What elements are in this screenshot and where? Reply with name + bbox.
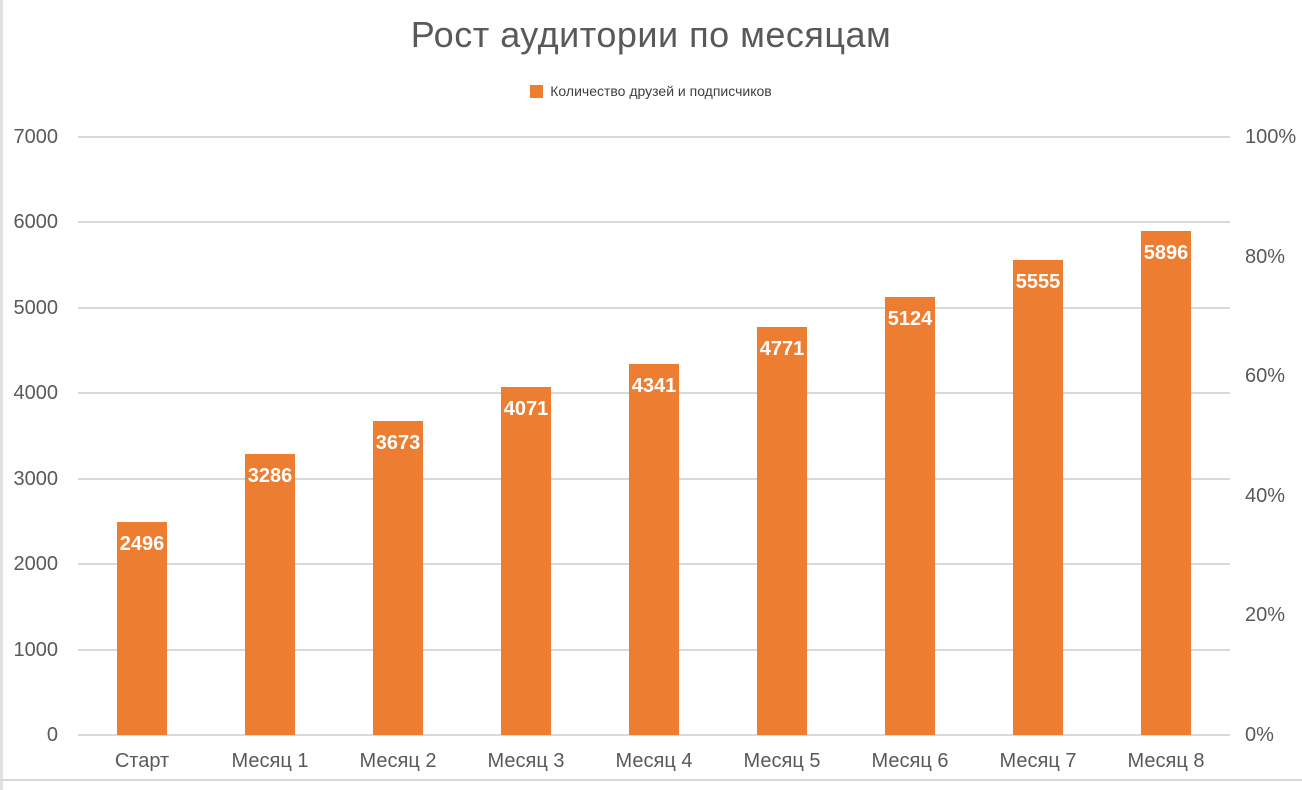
y-axis-left-tick-label: 0 xyxy=(46,724,58,746)
x-axis-category-label: Месяц 2 xyxy=(359,750,437,772)
bar: 4771 xyxy=(757,327,807,735)
legend-label: Количество друзей и подписчиков xyxy=(550,83,772,99)
x-axis-category-label: Месяц 4 xyxy=(615,750,693,772)
bar: 4071 xyxy=(501,387,551,735)
bar: 3673 xyxy=(373,421,423,735)
x-axis-category-label: Месяц 7 xyxy=(999,750,1077,772)
bar: 5896 xyxy=(1141,231,1191,735)
y-axis-right: 0% 20% 40% 60% 80% 100% xyxy=(1245,127,1302,745)
bar-data-label: 3286 xyxy=(247,465,293,488)
y-axis-left-tick-label: 1000 xyxy=(13,638,59,661)
y-axis-left-tick-label: 7000 xyxy=(13,126,59,148)
legend-marker-icon xyxy=(530,84,544,98)
bar: 3286 xyxy=(245,454,295,735)
chart-title: Рост аудитории по месяцам xyxy=(410,14,892,55)
y-axis-right-tick-label: 40% xyxy=(1245,484,1286,507)
window-left-border xyxy=(0,0,3,790)
bar: 5124 xyxy=(885,297,935,735)
y-axis-right-tick-label: 60% xyxy=(1245,365,1286,388)
bar-data-label: 4341 xyxy=(631,375,677,398)
window-bottom-border xyxy=(0,779,1302,781)
bar-data-label: 2496 xyxy=(119,532,165,555)
bar: 5555 xyxy=(1013,260,1063,735)
bar-data-label: 4071 xyxy=(503,398,549,421)
gridline xyxy=(78,136,1230,138)
bar-data-label: 3673 xyxy=(375,432,421,455)
bar-data-label: 5124 xyxy=(887,308,933,331)
x-axis-category-label: Месяц 3 xyxy=(487,750,565,772)
gridline xyxy=(78,306,1230,309)
y-axis-left-tick-label: 2000 xyxy=(13,553,59,576)
y-axis-right-tick-label: 0% xyxy=(1245,724,1274,746)
y-axis-left-tick-label: 4000 xyxy=(13,382,59,405)
y-axis-right-tick-label: 100% xyxy=(1245,126,1297,148)
y-axis-left: 0 1000 2000 3000 4000 5000 6000 7000 xyxy=(0,127,59,745)
gridline xyxy=(78,221,1230,224)
plot-area: 2496 3286 3673 4071 4341 4771 5124 5555 5896 xyxy=(78,136,1230,736)
legend: Количество друзей и подписчиков xyxy=(0,83,1302,99)
bar: 4341 xyxy=(629,364,679,735)
x-axis-category-label: Месяц 1 xyxy=(231,750,309,772)
x-axis-line xyxy=(78,734,1230,736)
x-axis-category-label: Старт xyxy=(114,750,170,772)
x-axis-category-label: Месяц 5 xyxy=(743,750,821,772)
y-axis-right-tick-label: 80% xyxy=(1245,245,1286,268)
x-axis-category-label: Месяц 8 xyxy=(1127,750,1205,772)
x-axis-labels: Старт Месяц 1 Месяц 2 Месяц 3 Месяц 4 Месяц 5… xyxy=(78,748,1230,774)
bar-data-label: 4771 xyxy=(759,338,805,361)
y-axis-left-tick-label: 5000 xyxy=(13,296,59,319)
bar-data-label: 5896 xyxy=(1143,242,1189,265)
y-axis-left-tick-label: 3000 xyxy=(13,467,59,490)
bar: 2496 xyxy=(117,521,167,735)
y-axis-left-tick-label: 6000 xyxy=(13,211,59,234)
y-axis-right-tick-label: 20% xyxy=(1245,604,1286,627)
bar-data-label: 5555 xyxy=(1015,271,1061,294)
x-axis-category-label: Месяц 6 xyxy=(871,750,949,772)
